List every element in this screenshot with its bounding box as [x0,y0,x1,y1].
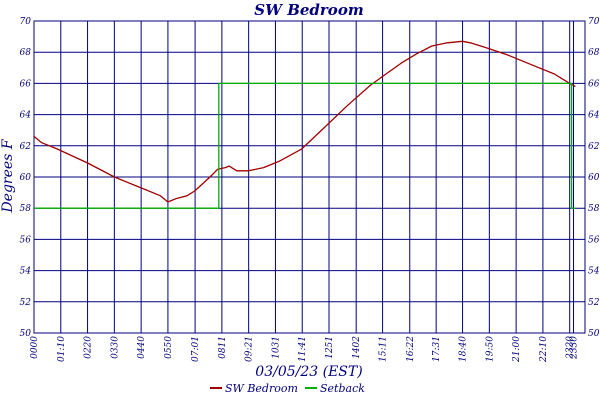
y-tick-label-right: 66 [588,79,600,89]
series-line-sw-bedroom [33,40,576,203]
x-tick-label: 21:00 [512,336,522,363]
x-tick-label: 15:11 [379,336,389,362]
x-tick-label: 0440 [137,336,147,359]
series-lines [33,40,576,209]
y-tick-label: 62 [20,142,32,152]
y-tick-label: 68 [20,48,32,58]
y-tick-label-right: 56 [588,235,600,245]
y-axis-label: Degrees F [0,138,16,213]
legend-label: Setback [320,382,365,395]
x-tick-label: 0330 [110,336,120,359]
y-tick-label: 52 [20,298,32,308]
x-tick-label: 17:31 [432,336,442,362]
y-tick-label: 64 [20,111,32,121]
plot-frame [33,20,586,334]
y-tick-label: 50 [20,329,32,339]
x-tick-label: 19:50 [485,336,495,362]
y-tick-labels-left: 50 52 54 56 58 60 62 64 66 68 70 [20,17,32,339]
series-line-setback [34,82,576,209]
x-tick-label: 22:10 [539,336,549,363]
x-tick-label: 2320 [566,336,576,360]
y-tick-labels-right: 50 52 54 56 58 60 62 64 66 68 70 [588,17,600,339]
y-tick-label: 60 [20,173,32,183]
x-tick-label: 1251 [325,336,335,359]
x-tick-label: 0220 [84,336,94,359]
y-tick-label-right: 58 [588,204,600,214]
x-tick-labels: 0000 01:10 0220 0330 0440 0550 07:01 0811 09:21 1… [30,336,580,363]
x-tick-label: 11:41 [298,336,308,362]
y-tick-label-right: 50 [588,329,600,339]
x-tick-label: 0811 [218,336,228,359]
x-tick-label: 1031 [271,336,281,359]
y-tick-label: 70 [20,17,32,27]
y-tick-label: 58 [20,204,32,214]
x-tick-label: 1402 [352,336,362,359]
chart-title: SW Bedroom [254,1,363,19]
x-tick-label: 01:10 [57,336,67,362]
x-tick-label: 16:22 [406,336,416,362]
y-tick-label-right: 68 [588,48,600,58]
grid-lines [33,20,586,334]
y-tick-label-right: 54 [588,267,600,277]
x-tick-label: 2330 [570,336,580,360]
x-tick-label: 0550 [164,336,174,359]
legend-label: SW Bedroom [225,382,298,395]
x-tick-label: 0000 [30,336,40,359]
x-tick-label: 07:01 [191,336,201,362]
y-tick-label: 56 [20,235,32,245]
x-axis-label: 03/05/23 (EST) [255,364,362,380]
y-tick-label-right: 64 [588,111,600,121]
x-tick-label: 18:40 [459,336,469,362]
legend: SW Bedroom Setback [210,382,365,395]
y-tick-label-right: 62 [588,142,600,152]
y-tick-label-right: 52 [588,298,600,308]
y-tick-label: 54 [20,267,32,277]
x-tick-label: 09:21 [245,336,255,362]
y-tick-label-right: 70 [588,17,600,27]
y-tick-label-right: 60 [588,173,600,183]
y-tick-label: 66 [20,79,32,89]
